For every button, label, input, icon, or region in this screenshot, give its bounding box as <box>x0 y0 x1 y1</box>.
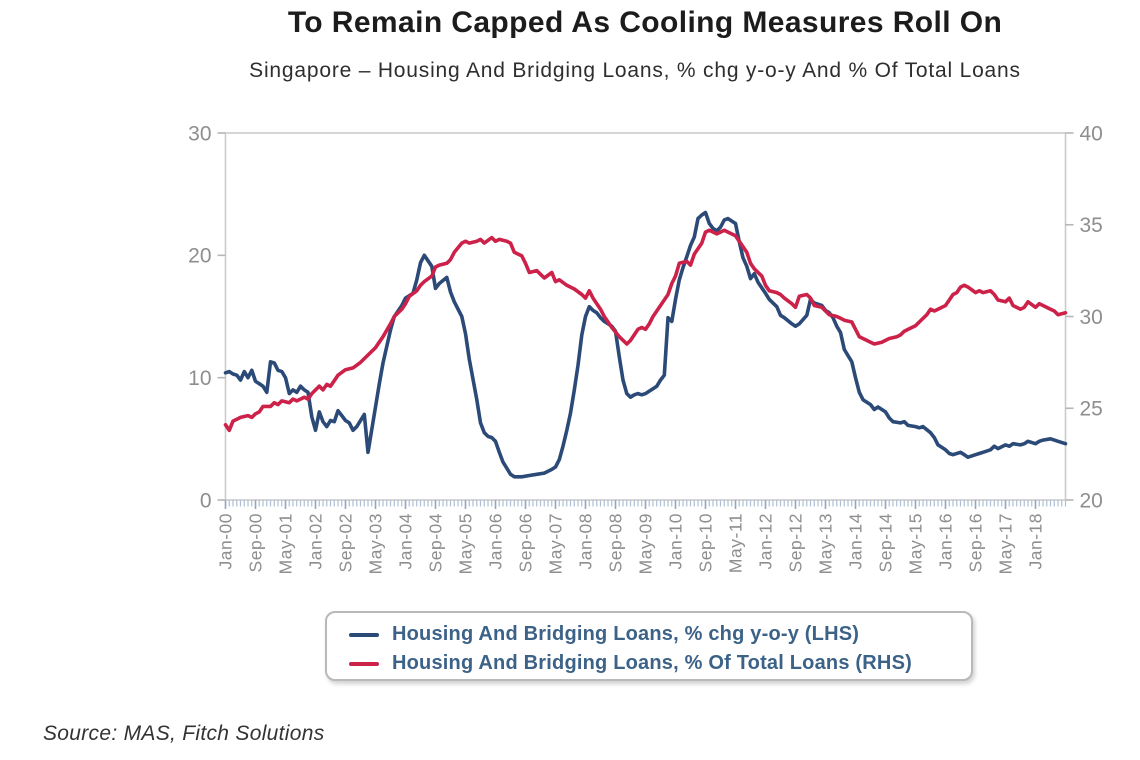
legend-item-lhs: Housing And Bridging Loans, % chg y-o-y … <box>349 620 971 649</box>
x-tick-label: Jan-04 <box>396 513 416 570</box>
x-tick-label: Jan-16 <box>936 513 956 570</box>
right-axis-tick-label: 40 <box>1080 122 1103 145</box>
x-tick-label: Jan-10 <box>666 513 686 570</box>
x-tick-label: Sep-10 <box>696 513 716 572</box>
right-axis-tick-label: 35 <box>1080 214 1103 237</box>
x-tick-label: Sep-08 <box>606 513 626 572</box>
x-tick-label: Jan-08 <box>576 513 596 570</box>
x-tick-label: May-11 <box>726 513 746 573</box>
x-tick-label: Sep-00 <box>246 513 266 572</box>
x-tick-label: Sep-16 <box>966 513 986 572</box>
legend-label-lhs: Housing And Bridging Loans, % chg y-o-y … <box>392 623 860 645</box>
x-tick-label: May-03 <box>366 513 386 574</box>
x-tick-label: Sep-06 <box>516 513 536 572</box>
x-tick-label: Sep-12 <box>786 513 806 572</box>
left-axis-tick-label: 0 <box>200 489 212 512</box>
left-axis-tick-label: 10 <box>188 367 211 390</box>
left-axis-tick-label: 30 <box>188 122 211 145</box>
chart-title: To Remain Capped As Cooling Measures Rol… <box>287 6 1003 39</box>
chart-subtitle: Singapore – Housing And Bridging Loans, … <box>249 59 1021 82</box>
x-tick-label: May-13 <box>816 513 836 574</box>
x-tick-label: Jan-00 <box>216 513 236 570</box>
legend-label-rhs: Housing And Bridging Loans, % Of Total L… <box>392 652 912 674</box>
series-line-rhs <box>223 228 1068 433</box>
x-tick-label: May-01 <box>276 513 296 574</box>
x-tick-label: May-07 <box>546 513 566 574</box>
x-tick-label: Sep-04 <box>426 513 446 572</box>
right-axis-tick-label: 25 <box>1080 398 1103 421</box>
lhs-line-swatch <box>349 632 379 637</box>
source-note: Source: MAS, Fitch Solutions <box>43 722 325 745</box>
series-line-lhs <box>223 210 1068 479</box>
x-tick-label: Jan-18 <box>1026 513 1046 570</box>
left-axis-tick-label: 20 <box>188 245 211 268</box>
x-tick-label: May-09 <box>636 513 656 574</box>
rhs-line-swatch <box>349 661 379 666</box>
legend-item-rhs: Housing And Bridging Loans, % Of Total L… <box>349 649 971 678</box>
x-tick-label: May-15 <box>906 513 926 574</box>
right-axis-tick-label: 20 <box>1080 489 1103 512</box>
right-axis-tick-label: 30 <box>1080 306 1103 329</box>
x-tick-label: Sep-02 <box>336 513 356 572</box>
x-tick-label: Sep-14 <box>876 513 896 572</box>
x-tick-label: Jan-12 <box>756 513 776 570</box>
x-tick-label: Jan-14 <box>846 513 866 570</box>
x-tick-label: May-05 <box>456 513 476 574</box>
x-tick-label: Jan-02 <box>306 513 326 570</box>
x-tick-label: Jan-06 <box>486 513 506 570</box>
x-tick-label: May-17 <box>996 513 1016 574</box>
legend: Housing And Bridging Loans, % chg y-o-y … <box>325 611 973 681</box>
